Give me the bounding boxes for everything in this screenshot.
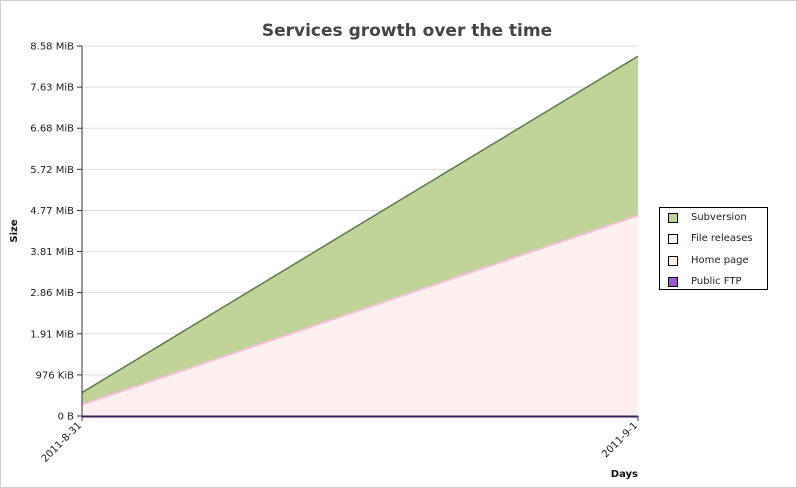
y-tick-label: 6.68 MiB [30,124,74,135]
y-tick-label: 4.77 MiB [30,206,74,217]
legend-swatch [668,276,678,287]
legend-label: Home page [691,255,749,266]
y-tick-label: 1.91 MiB [30,329,74,340]
y-tick-label: 5.72 MiB [30,165,74,176]
y-axis-title: Size [9,219,20,242]
legend-swatch [668,233,678,244]
line-subversion [81,55,639,394]
area-subversion [82,56,638,404]
legend-label: Subversion [691,212,747,223]
legend-label: File releases [691,233,753,244]
y-tick-label: 976 KiB [36,370,75,381]
legend-item-home-page: Home page [668,254,749,267]
y-tick-label: 3.81 MiB [30,247,74,258]
y-tick-label: 8.58 MiB [30,42,74,53]
legend-item-subversion: Subversion [668,211,747,224]
y-tick-label: 7.63 MiB [30,83,74,94]
y-tick-label: 2.86 MiB [30,288,74,299]
legend-label: Public FTP [691,276,742,287]
area-file-releases [82,214,638,416]
x-axis-title: Days [611,469,638,480]
legend-swatch [668,212,678,223]
legend: Subversion File releases Home page Public F… [659,207,768,290]
chart-title: Services growth over the time [262,21,552,41]
legend-swatch [668,255,678,266]
legend-item-file-releases: File releases [668,232,753,245]
x-tick-label: 2011-9-1 [600,420,640,460]
y-tick-label: 0 B [58,412,75,423]
legend-item-public-ftp: Public FTP [668,275,742,288]
x-tick-label: 2011-8-31 [40,420,84,464]
